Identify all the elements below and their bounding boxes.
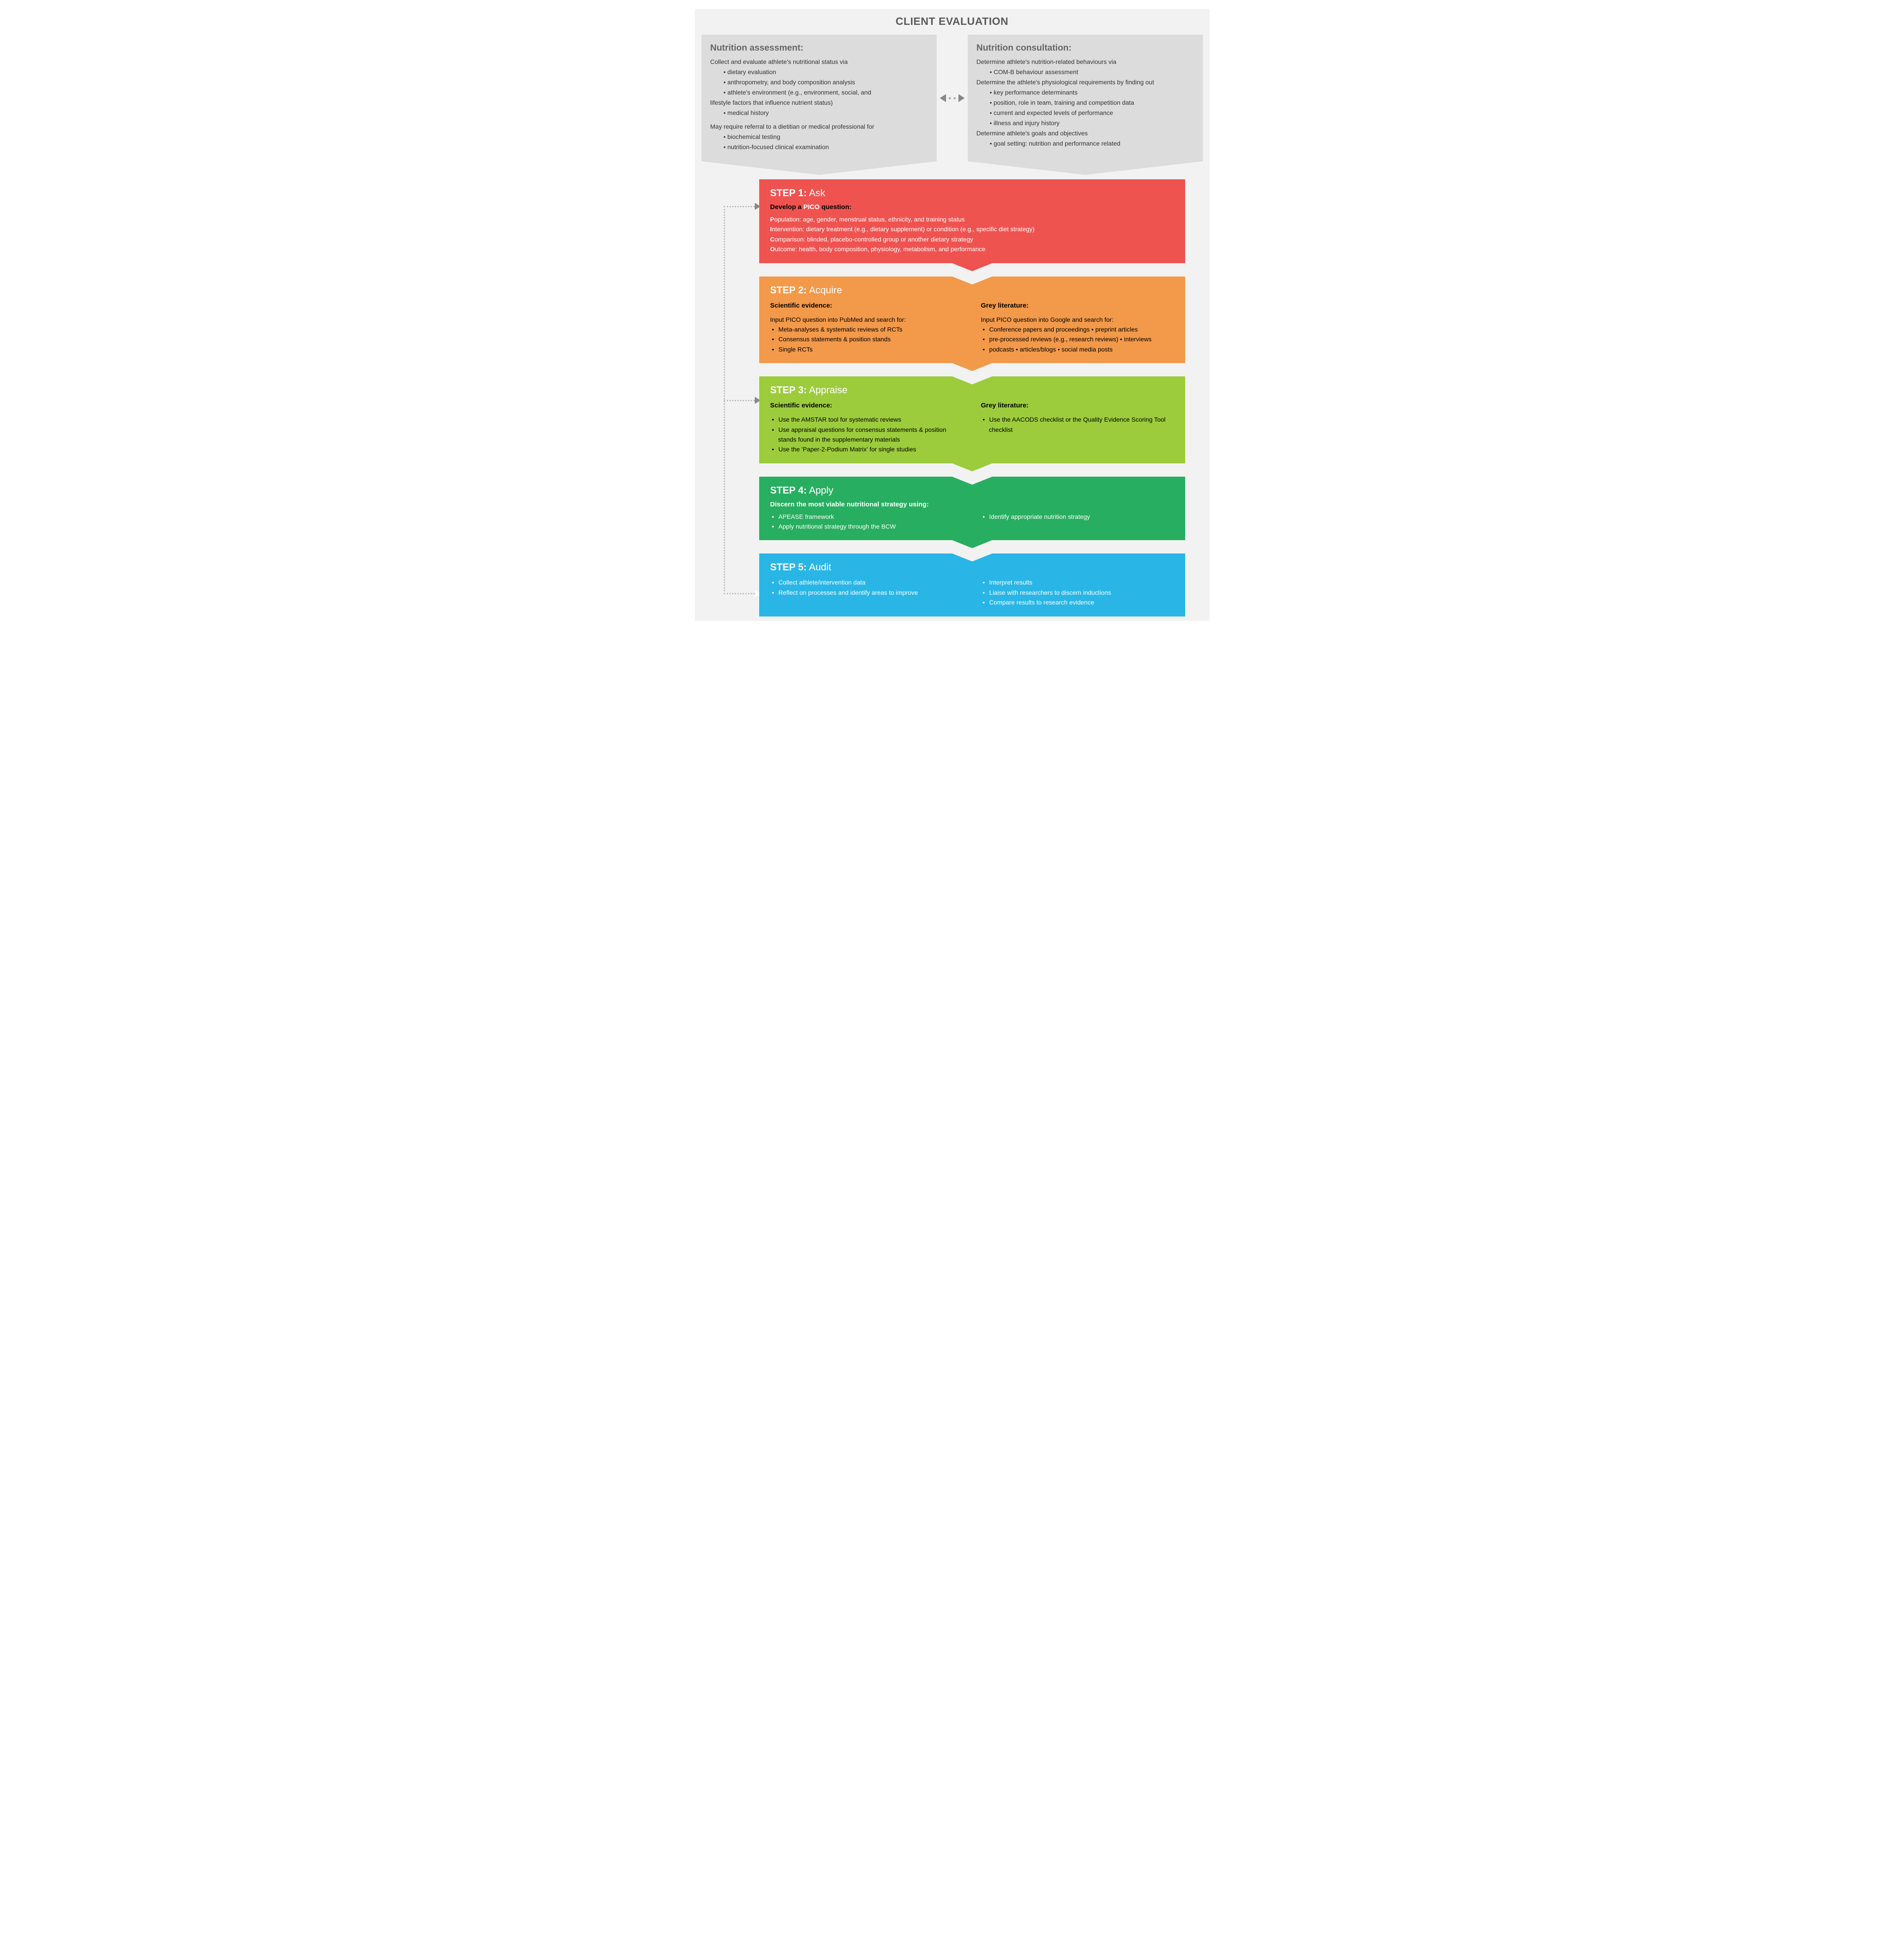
panel-left-b1: • dietary evaluation: [710, 67, 928, 77]
panel-left-b6: • nutrition-focused clinical examination: [710, 142, 928, 152]
bidirectional-arrow-icon: [940, 94, 965, 102]
step2-left-col: Scientific evidence: Input PICO question…: [770, 300, 963, 355]
step2-label-name: Acquire: [807, 284, 842, 296]
panel-nutrition-consultation: Nutrition consultation: Determine athlet…: [968, 35, 1203, 162]
panel-left-arrow-icon: [704, 162, 934, 175]
step5-title: STEP 5: Audit: [770, 561, 1174, 573]
panel-right-intro: Determine athlete's nutrition-related be…: [977, 57, 1194, 67]
step-5-audit: STEP 5: Audit Collect athlete/interventi…: [759, 553, 1185, 616]
step-4-apply: STEP 4: Apply Discern the most viable nu…: [759, 477, 1185, 541]
step4-title: STEP 4: Apply: [770, 485, 1174, 496]
panel-right-intro3: Determine athlete's goals and objectives: [977, 129, 1194, 138]
panel-right-title: Nutrition consultation:: [977, 41, 1194, 55]
main-title: CLIENT EVALUATION: [702, 16, 1203, 28]
panel-left-b5: • biochemical testing: [710, 132, 928, 142]
step4-label-name: Apply: [807, 485, 833, 496]
panel-left-b2: • anthropometry, and body composition an…: [710, 78, 928, 87]
step-2-acquire: STEP 2: Acquire Scientific evidence: Inp…: [759, 277, 1185, 364]
panel-right-b6: • goal setting: nutrition and performanc…: [977, 139, 1194, 148]
step2-right-col: Grey literature: Input PICO question int…: [981, 300, 1174, 355]
step4-subtitle: Discern the most viable nutritional stra…: [770, 501, 1174, 508]
step5-label-name: Audit: [807, 561, 831, 573]
steps-area: STEP 1: Ask Develop a PICO question: Pop…: [702, 179, 1203, 621]
step1-label-prefix: STEP 1:: [770, 187, 807, 198]
step2-title: STEP 2: Acquire: [770, 284, 1174, 296]
step1-title: STEP 1: Ask: [770, 187, 1174, 199]
panel-left-intro: Collect and evaluate athlete's nutrition…: [710, 57, 928, 67]
feedback-loop-icon: [724, 206, 750, 594]
step3-label-name: Appraise: [807, 384, 848, 395]
panel-right-arrow-icon: [970, 162, 1201, 175]
step1-label-name: Ask: [807, 187, 825, 198]
step3-right-col: Grey literature: Use the AACODS checklis…: [981, 400, 1174, 454]
panel-right-b3: • position, role in team, training and c…: [977, 98, 1194, 107]
step1-body: Population: age, gender, menstrual statu…: [770, 214, 1174, 254]
step4-label-prefix: STEP 4:: [770, 485, 807, 496]
panel-right-b1: • COM-B behaviour assessment: [977, 67, 1194, 77]
panel-left-intro2: May require referral to a dietitian or m…: [710, 122, 928, 131]
panel-right-b2: • key performance determinants: [977, 88, 1194, 97]
panel-left-b3b: lifestyle factors that influence nutrien…: [710, 98, 928, 107]
step3-left-col: Scientific evidence: Use the AMSTAR tool…: [770, 400, 963, 454]
top-panels: Nutrition assessment: Collect and evalua…: [702, 35, 1203, 162]
step2-label-prefix: STEP 2:: [770, 284, 807, 296]
step1-subtitle: Develop a PICO question:: [770, 203, 1174, 211]
step3-label-prefix: STEP 3:: [770, 384, 807, 395]
panel-left-title: Nutrition assessment:: [710, 41, 928, 55]
panel-left-b3: • athlete's environment (e.g., environme…: [710, 88, 928, 97]
step-3-appraise: STEP 3: Appraise Scientific evidence: Us…: [759, 376, 1185, 463]
panel-right-b4: • current and expected levels of perform…: [977, 108, 1194, 118]
step3-title: STEP 3: Appraise: [770, 384, 1174, 396]
panel-right-b5: • illness and injury history: [977, 119, 1194, 128]
evaluation-diagram: CLIENT EVALUATION Nutrition assessment: …: [695, 9, 1210, 621]
panel-nutrition-assessment: Nutrition assessment: Collect and evalua…: [702, 35, 937, 162]
panel-left-b4: • medical history: [710, 108, 928, 118]
step-1-ask: STEP 1: Ask Develop a PICO question: Pop…: [759, 179, 1185, 263]
step5-label-prefix: STEP 5:: [770, 561, 807, 573]
panel-right-intro2: Determine the athlete's physiological re…: [977, 78, 1194, 87]
